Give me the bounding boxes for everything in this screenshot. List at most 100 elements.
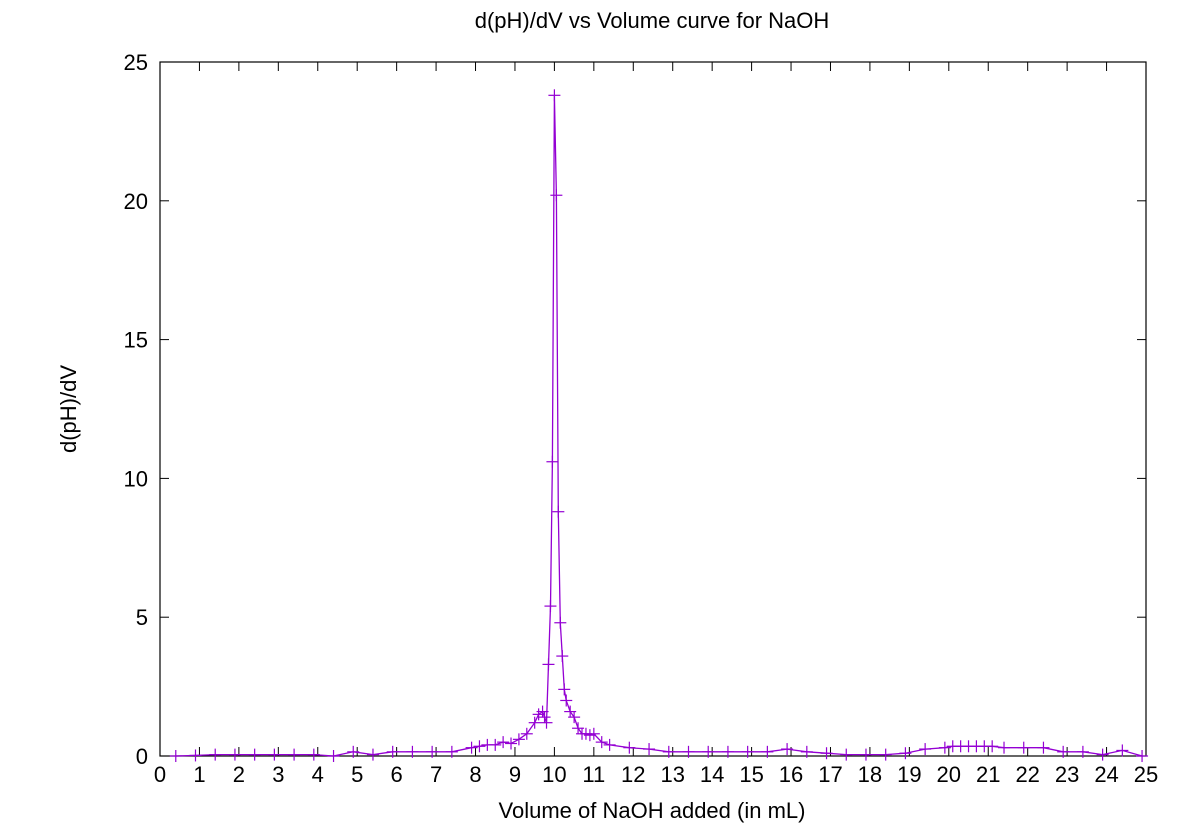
data-point — [366, 748, 379, 761]
data-point — [512, 733, 525, 746]
y-tick-label: 0 — [136, 744, 148, 769]
data-point — [840, 748, 853, 761]
data-point — [552, 505, 565, 518]
x-tick-label: 4 — [312, 762, 324, 787]
y-tick-label: 10 — [124, 466, 148, 491]
data-point — [1116, 744, 1129, 757]
x-tick-label: 19 — [897, 762, 921, 787]
data-point — [268, 748, 281, 761]
series-layer — [169, 89, 1149, 762]
data-point — [445, 745, 458, 758]
x-tick-label: 21 — [976, 762, 1000, 787]
x-tick-label: 12 — [621, 762, 645, 787]
data-point — [859, 748, 872, 761]
data-point — [248, 748, 261, 761]
data-point — [560, 694, 573, 707]
data-point — [307, 748, 320, 761]
x-tick-label: 6 — [391, 762, 403, 787]
data-point — [497, 736, 510, 749]
data-point — [546, 455, 559, 468]
x-tick-label: 7 — [430, 762, 442, 787]
data-point — [473, 740, 486, 753]
data-point — [548, 89, 561, 102]
data-point — [556, 650, 569, 663]
data-point — [528, 716, 541, 729]
x-tick-label: 13 — [660, 762, 684, 787]
data-point — [327, 750, 340, 762]
y-axis-ticks: 0 5 10 15 20 25 — [124, 50, 1146, 769]
data-point — [505, 737, 518, 750]
x-tick-label: 17 — [818, 762, 842, 787]
data-point — [1017, 741, 1030, 754]
data-point — [465, 741, 478, 754]
x-tick-label: 8 — [469, 762, 481, 787]
plot-frame — [159, 61, 1147, 757]
data-point — [536, 705, 549, 718]
data-point — [542, 658, 555, 671]
x-tick-label: 0 — [154, 762, 166, 787]
x-tick-label: 20 — [937, 762, 961, 787]
data-point — [209, 748, 222, 761]
data-point — [702, 745, 715, 758]
data-point — [595, 736, 608, 749]
data-point — [386, 745, 399, 758]
data-point — [540, 716, 553, 729]
x-tick-label: 3 — [272, 762, 284, 787]
data-point — [1136, 750, 1149, 762]
x-tick-label: 23 — [1055, 762, 1079, 787]
data-point — [1096, 748, 1109, 761]
x-tick-label: 2 — [233, 762, 245, 787]
y-tick-label: 20 — [124, 189, 148, 214]
data-point — [1037, 741, 1050, 754]
data-point — [761, 745, 774, 758]
data-point — [820, 747, 833, 760]
data-point — [544, 600, 557, 613]
data-point — [682, 745, 695, 758]
data-point — [741, 745, 754, 758]
x-axis-ticks: 0 1 2 3 4 5 6 7 8 9 10 11 12 13 14 15 16 17 18 19 20 21 22 23 24… — [154, 62, 1158, 787]
data-point — [623, 741, 636, 754]
data-point — [520, 727, 533, 740]
data-point — [347, 745, 360, 758]
data-point — [189, 749, 202, 762]
data-point — [899, 747, 912, 760]
data-point — [1076, 745, 1089, 758]
data-point — [169, 750, 182, 762]
chart-title: d(pH)/dV vs Volume curve for NaOH — [475, 8, 830, 33]
x-tick-label: 15 — [739, 762, 763, 787]
data-point — [406, 745, 419, 758]
x-tick-label: 10 — [542, 762, 566, 787]
data-point — [938, 741, 951, 754]
data-point — [986, 740, 999, 753]
x-tick-label: 18 — [858, 762, 882, 787]
x-tick-label: 14 — [700, 762, 724, 787]
data-point — [781, 743, 794, 756]
data-point — [879, 748, 892, 761]
data-point — [643, 743, 656, 756]
series-line — [175, 95, 1143, 757]
data-point — [919, 743, 932, 756]
data-point — [538, 711, 551, 724]
y-tick-label: 5 — [136, 605, 148, 630]
data-point — [489, 738, 502, 751]
data-point — [721, 745, 734, 758]
x-tick-label: 5 — [351, 762, 363, 787]
data-point — [998, 741, 1011, 754]
y-axis-label: d(pH)/dV — [56, 365, 81, 453]
x-tick-label: 24 — [1094, 762, 1118, 787]
y-tick-label: 15 — [124, 328, 148, 353]
x-tick-label: 1 — [193, 762, 205, 787]
data-point — [426, 745, 439, 758]
data-point — [288, 748, 301, 761]
data-point — [603, 738, 616, 751]
data-point — [800, 745, 813, 758]
x-tick-label: 16 — [779, 762, 803, 787]
y-tick-label: 25 — [124, 50, 148, 75]
data-point — [662, 745, 675, 758]
data-point — [228, 748, 241, 761]
x-axis-label: Volume of NaOH added (in mL) — [499, 798, 806, 823]
data-point — [554, 616, 567, 629]
x-tick-label: 9 — [509, 762, 521, 787]
data-point — [568, 711, 581, 724]
